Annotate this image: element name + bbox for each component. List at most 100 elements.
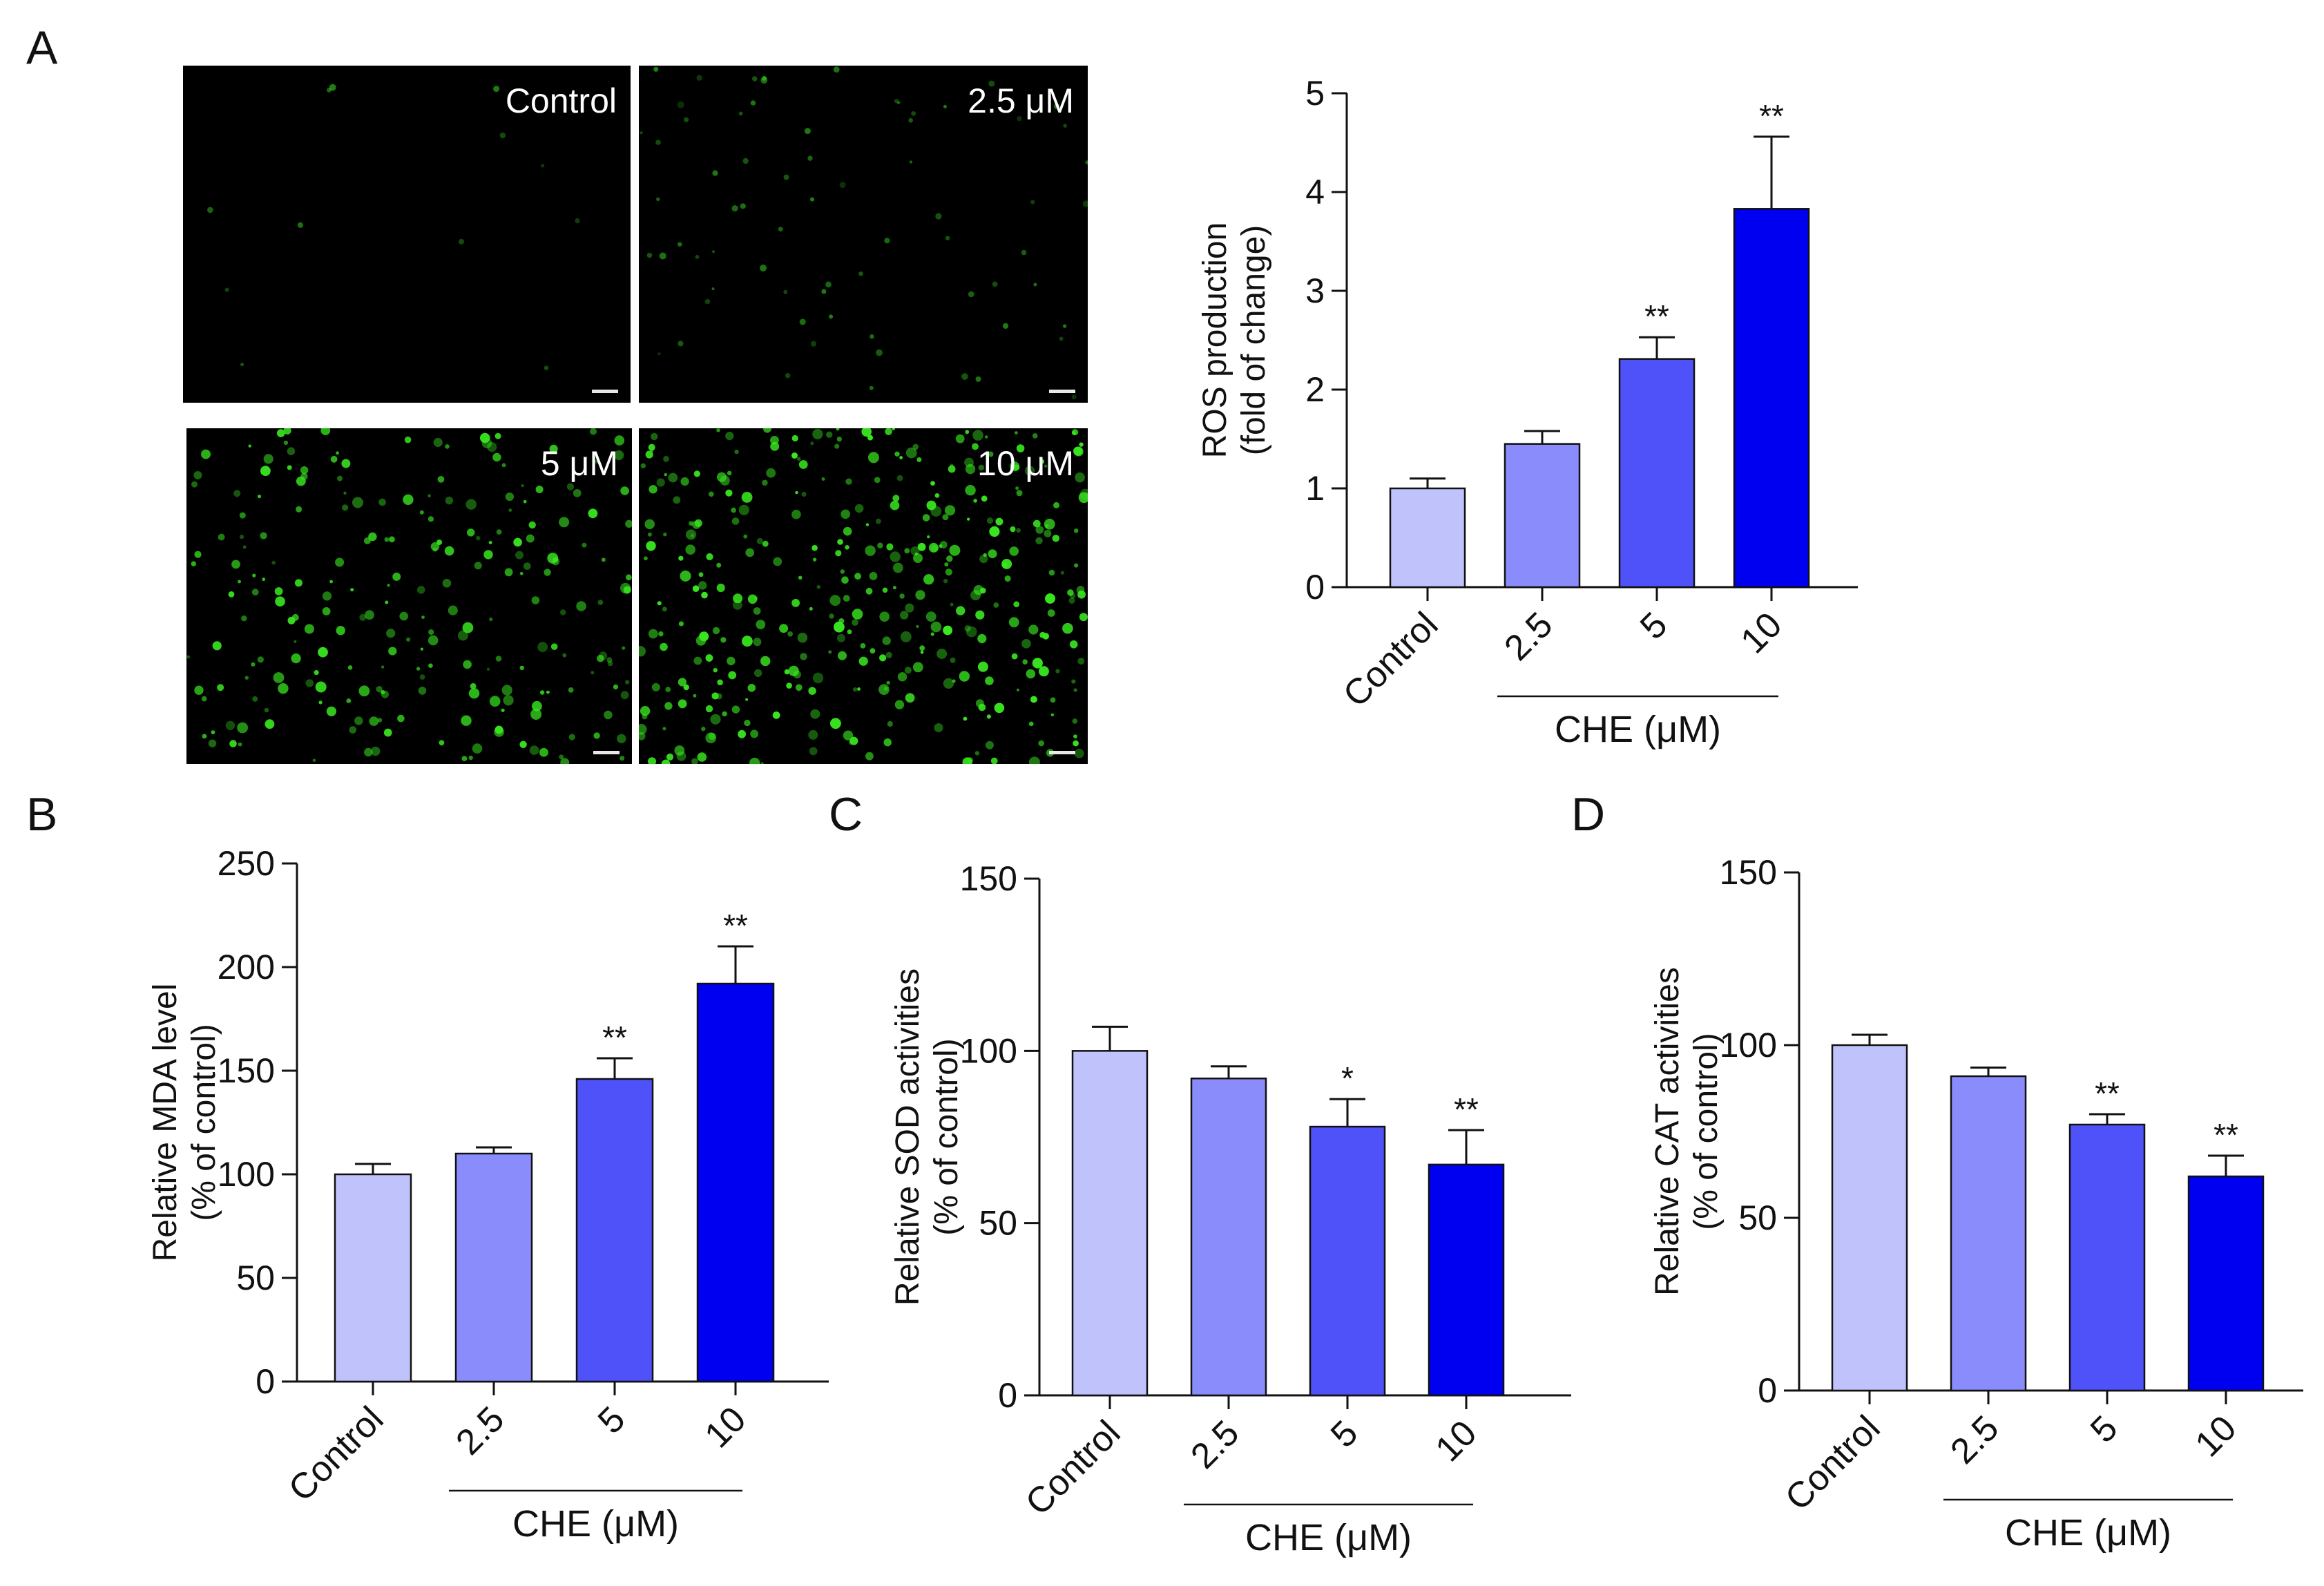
cell-dot [796, 457, 801, 461]
cell-dot [716, 562, 722, 568]
cell-dot [833, 66, 840, 73]
cell-dot [879, 654, 887, 662]
cell-dot [337, 475, 343, 481]
fluorescent-cells [639, 428, 1088, 764]
cell-dot [950, 602, 954, 606]
cell-dot [905, 693, 915, 703]
cell-dot [191, 561, 196, 566]
bar [575, 1078, 654, 1383]
cell-dot [1013, 601, 1020, 608]
bar [1428, 1163, 1505, 1397]
cell-dot [663, 456, 669, 462]
cell-dot [977, 661, 988, 672]
x-tick-label: 5 [1633, 604, 1675, 647]
cell-dot [437, 476, 445, 483]
cell-dot [738, 729, 746, 738]
cell-dot [212, 641, 222, 651]
cell-dot [496, 529, 502, 535]
cat-bar-chart: 0 50 100 150 Relative CAT activities (% of co… [1649, 853, 2303, 1554]
cell-dot [874, 477, 881, 484]
cell-dot [909, 160, 913, 164]
cell-dot [944, 562, 949, 567]
cell-dot [985, 741, 994, 749]
cell-dot [711, 692, 719, 700]
cell-dot [648, 629, 658, 639]
cell-dot [1038, 666, 1049, 677]
cell-dot [599, 651, 608, 660]
cell-dot [573, 489, 582, 497]
cell-dot [549, 444, 558, 453]
cell-dot [1063, 124, 1067, 128]
cell-dot [701, 727, 706, 732]
cell-dot [894, 98, 899, 104]
cell-dot [751, 76, 758, 82]
cell-dot [568, 734, 575, 741]
cell-dot [828, 650, 832, 654]
cell-dot [1002, 562, 1008, 568]
cell-dot [791, 509, 801, 519]
cell-dot [665, 687, 671, 692]
cell-dot [826, 431, 833, 438]
cell-dot [1022, 659, 1028, 665]
cell-dot [812, 428, 823, 440]
cell-dot [651, 682, 660, 691]
cell-dot [772, 711, 780, 719]
cell-dot [1013, 464, 1020, 471]
cell-dot [278, 683, 289, 694]
cell-dot [795, 684, 803, 691]
cell-dot [915, 590, 925, 600]
cell-dot [590, 428, 597, 435]
cell-dot [955, 434, 965, 443]
cell-dot [648, 443, 655, 451]
significance-mark: ** [602, 1020, 627, 1055]
cell-dot [968, 291, 974, 298]
x-tick-label: Control [1336, 604, 1446, 715]
cell-dot [386, 629, 396, 638]
cell-dot [300, 466, 309, 475]
cell-dot [312, 758, 316, 763]
cell-dot [712, 170, 718, 176]
cell-dot [1044, 518, 1055, 530]
cell-dot [271, 560, 276, 565]
cell-dot [845, 478, 852, 485]
cell-dot [229, 740, 237, 747]
cell-dot [657, 352, 661, 356]
cell-dot [760, 762, 764, 764]
cell-dot [368, 532, 377, 542]
cell-dot [678, 678, 686, 687]
cell-dot [798, 460, 808, 469]
cell-dot [1072, 429, 1079, 436]
cell-dot [1060, 571, 1064, 575]
cell-dot [499, 132, 506, 139]
cell-dot [747, 684, 756, 692]
cell-dot [519, 665, 524, 670]
cell-dot [294, 579, 302, 587]
cell-dot [352, 497, 363, 508]
cell-dot [691, 758, 698, 764]
cell-dot [973, 499, 977, 503]
cell-dot [392, 572, 401, 581]
cell-dot [640, 463, 646, 468]
x-tick-label: 5 [590, 1399, 633, 1441]
cell-dot [296, 506, 302, 513]
cell-dot [472, 743, 483, 754]
cell-dot [727, 656, 736, 666]
cell-dot [972, 443, 979, 450]
y-tick-label: 5 [1305, 74, 1325, 113]
cell-dot [788, 665, 799, 676]
y-tick-label: 3 [1305, 271, 1325, 310]
cell-dot [894, 451, 900, 457]
cell-dot [359, 613, 367, 621]
cell-dot [839, 182, 846, 189]
cell-dot [383, 728, 392, 737]
cell-dot [251, 589, 259, 596]
cell-dot [336, 626, 345, 636]
cell-dot [186, 655, 191, 659]
cell-dot [812, 544, 818, 551]
cell-dot [1033, 283, 1037, 287]
cell-dot [867, 434, 873, 441]
cell-dot [686, 529, 696, 540]
cell-dot [428, 516, 434, 522]
cell-dot [876, 518, 881, 524]
ros-bar-chart: 0 1 2 3 4 5 ROS production (fold of change) Cont… [1197, 74, 1858, 750]
